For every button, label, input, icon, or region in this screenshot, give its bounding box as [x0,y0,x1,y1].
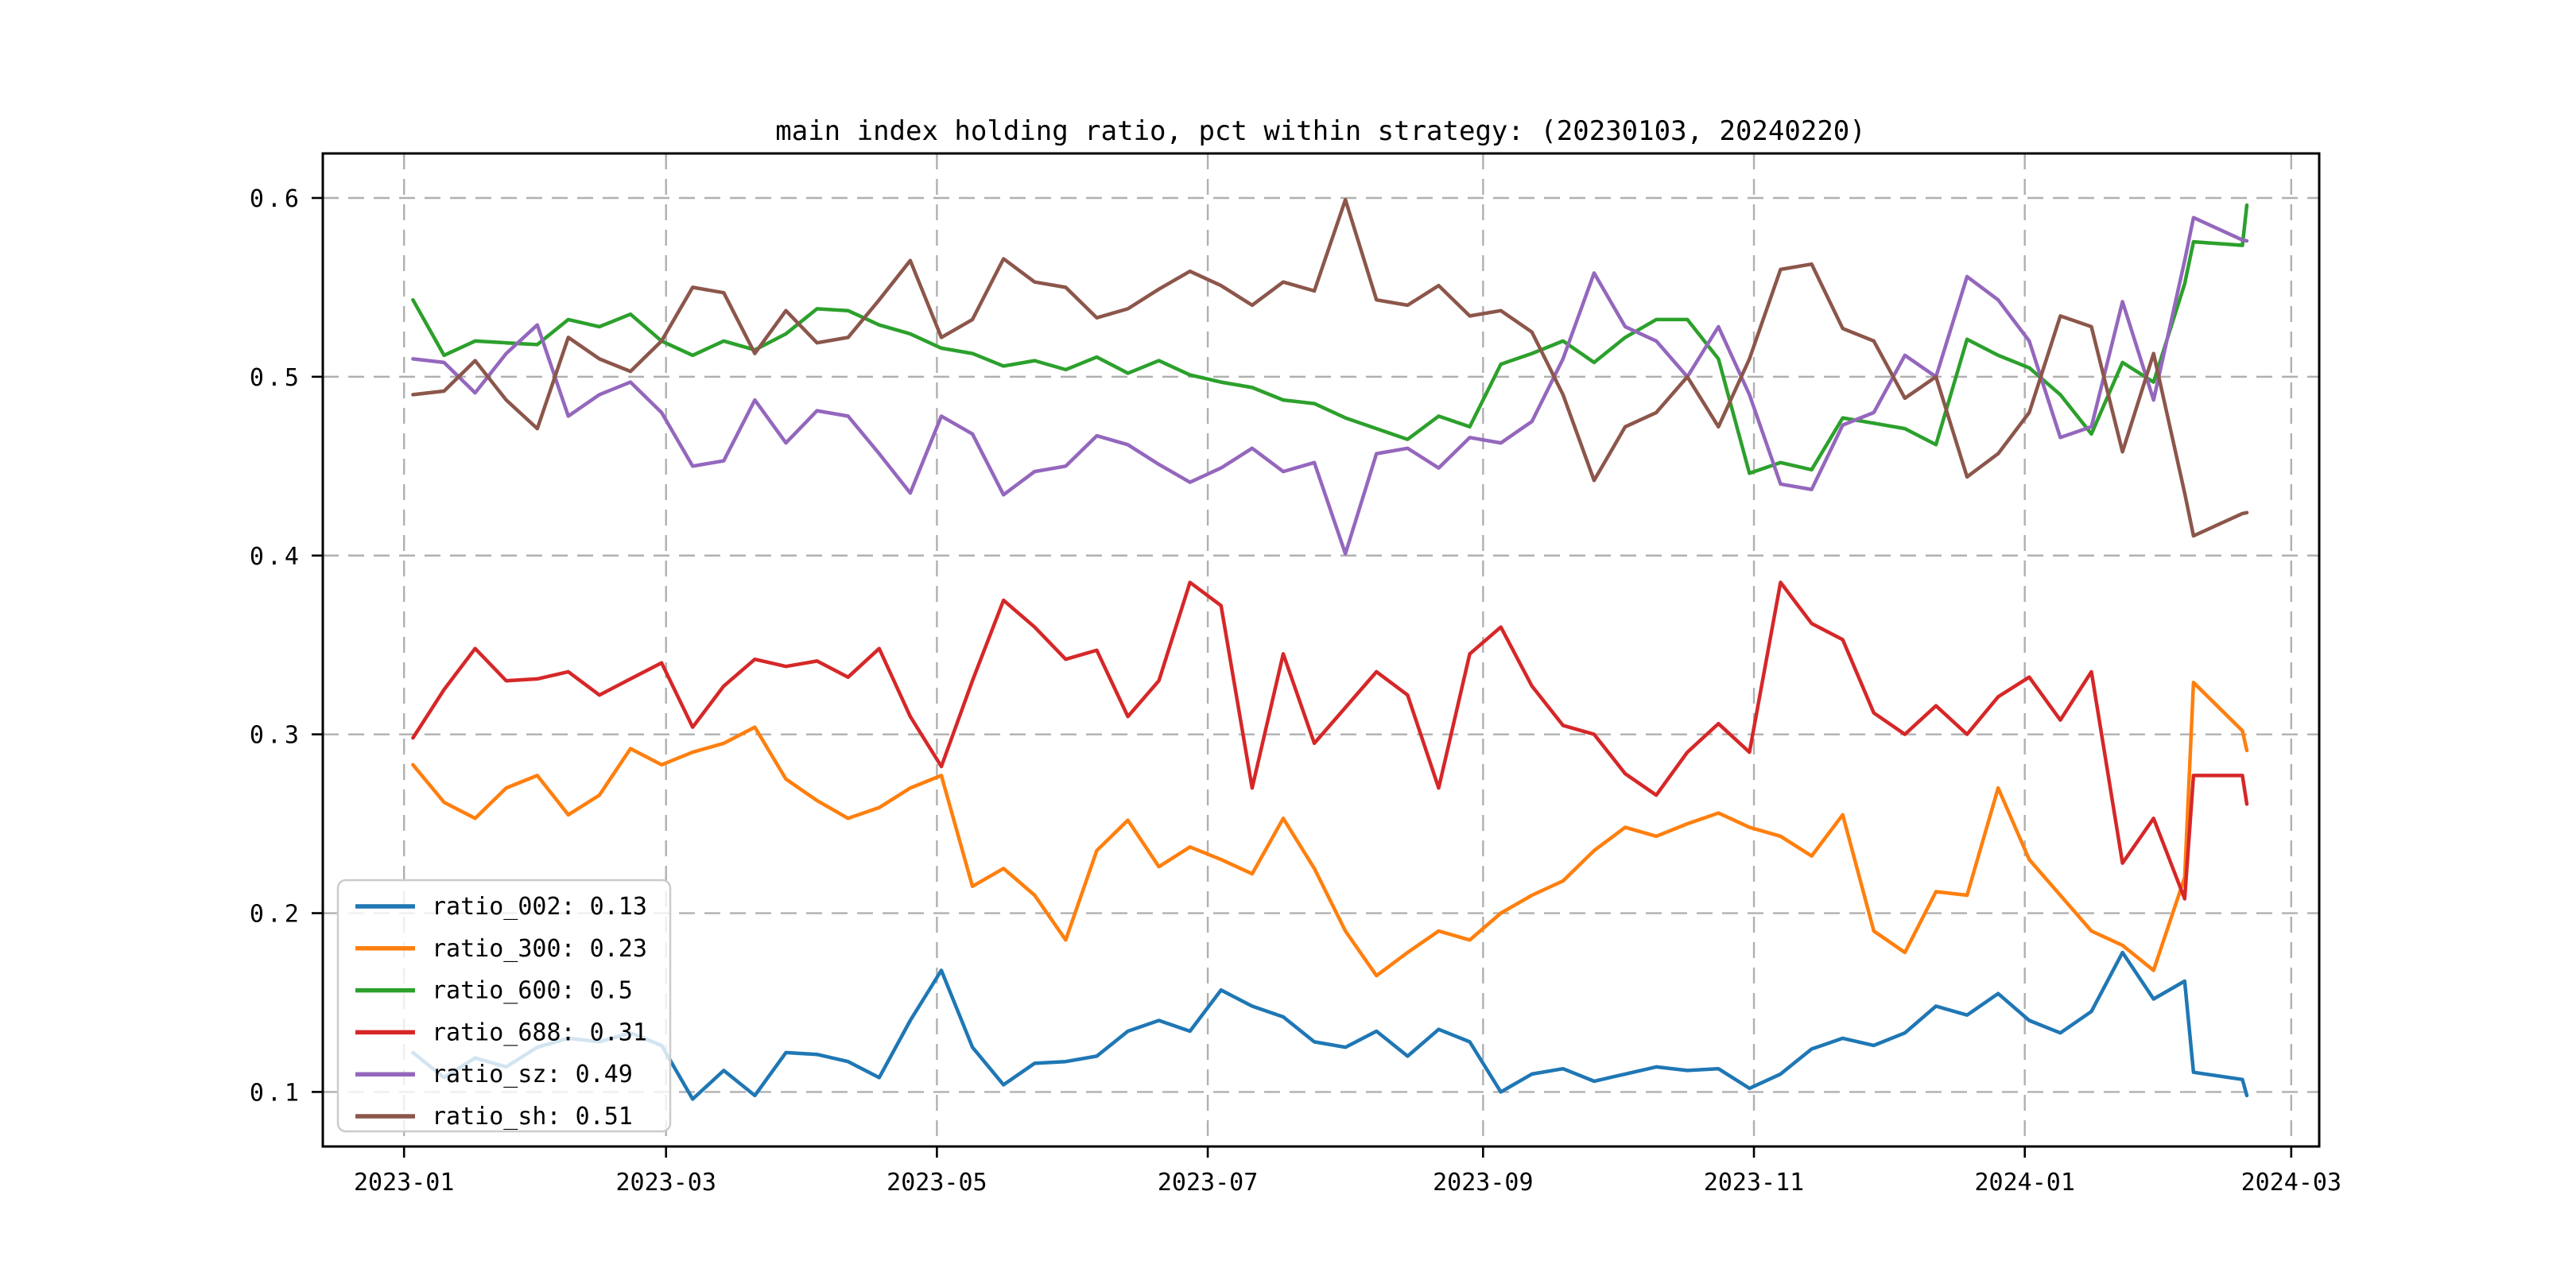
chart-title: main index holding ratio, pct within str… [775,115,1865,147]
x-tick-label: 2023-03 [615,1169,716,1197]
series-line-ratio_688 [411,580,2249,901]
grid-lines [323,153,2319,1146]
x-tick-label: 2024-03 [2241,1169,2341,1197]
legend-label-ratio_sz: ratio_sz: 0.49 [432,1061,633,1088]
y-tick-labels: 0.1 0.2 0.3 0.4 0.5 0.6 [250,185,302,1107]
y-tick-label: 0.6 [250,185,302,213]
legend-label-ratio_002: ratio_002: 0.13 [432,893,647,921]
y-tick-label: 0.5 [250,364,302,392]
y-tick-label: 0.2 [250,901,302,929]
series-line-ratio_sh [411,197,2249,538]
legend-label-ratio_300: ratio_300: 0.23 [432,935,647,963]
y-tick-label: 0.1 [250,1079,302,1107]
y-tick-label: 0.3 [250,722,302,750]
legend-box [336,879,672,1133]
legend-label-ratio_688: ratio_688: 0.31 [432,1018,647,1046]
x-tick-label: 2023-07 [1158,1169,1258,1197]
series-line-ratio_300 [411,681,2249,978]
x-tick-labels: 2023-01 2023-03 2023-05 2023-07 2023-09 2023-… [354,1169,2341,1197]
x-tick-label: 2023-11 [1704,1169,1804,1197]
x-tick-label: 2023-01 [354,1169,454,1197]
series-line-ratio_600 [411,203,2249,475]
x-tick-label: 2024-01 [1974,1169,2074,1197]
axis-ticks [312,196,2293,1158]
series-line-ratio_sz [411,215,2249,556]
data-series-lines [411,197,2249,1101]
legend: ratio_002: 0.13 ratio_300: 0.23 ratio_600:… [336,879,672,1133]
y-tick-label: 0.4 [250,543,302,571]
legend-label-ratio_sh: ratio_sh: 0.51 [432,1103,633,1131]
plot-border [321,152,2321,1148]
series-line-ratio_002 [411,950,2249,1101]
x-tick-label: 2023-09 [1433,1169,1533,1197]
x-tick-label: 2023-05 [886,1169,987,1197]
legend-label-ratio_600: ratio_600: 0.5 [432,977,633,1005]
